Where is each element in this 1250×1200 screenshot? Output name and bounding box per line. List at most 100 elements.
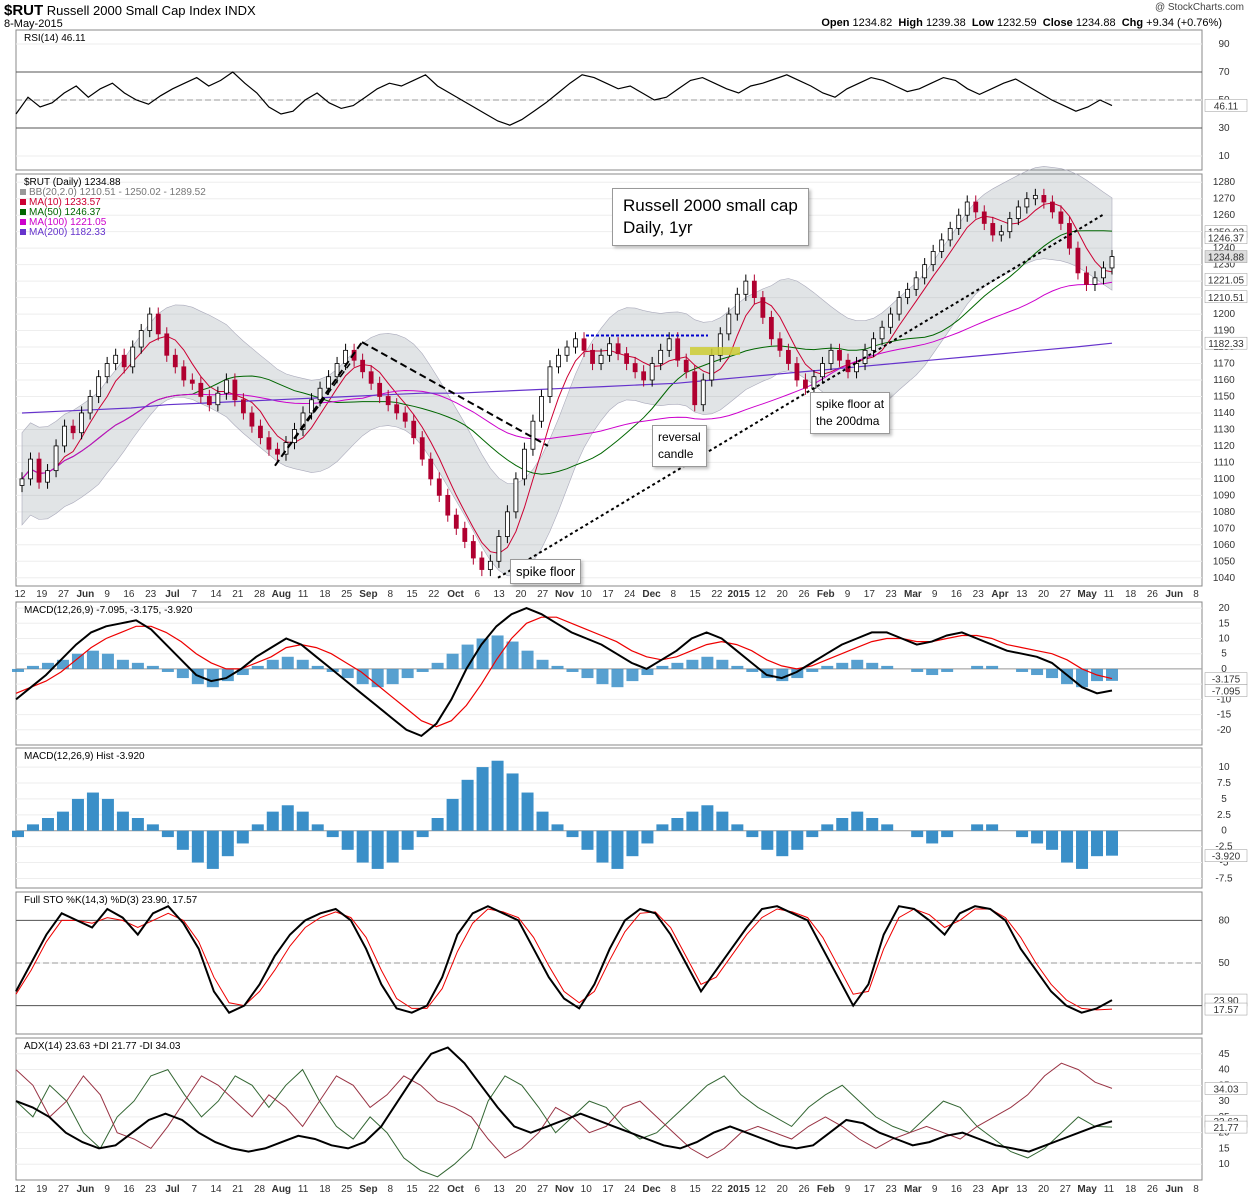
macd-hist-bar [821,665,834,669]
y-tick-label: 1280 [1213,177,1236,188]
candle-body [888,313,893,328]
panel-title: Full STO %K(14,3) %D(3) 23.90, 17.57 [24,895,198,906]
hist-bar [146,824,159,831]
y-tick-label: 5 [1221,649,1227,660]
x-tick-label-bottom: 7 [191,1184,197,1195]
candle-body [947,227,953,241]
hist-bar [746,830,759,838]
hist-bar [791,830,804,850]
y-tick-label: 10 [1218,762,1230,773]
y-tick-label: 1080 [1213,507,1236,518]
x-tick-label: 23 [145,589,157,600]
adx-line [15,1046,1113,1153]
hist-bar [536,811,549,831]
candle-body [649,363,655,381]
x-tick-label-bottom: 23 [145,1184,157,1195]
y-tick-label: 1100 [1213,474,1235,485]
macd-hist-bar [791,668,804,679]
x-tick-label-bottom: 16 [123,1184,135,1195]
y-tick-label: 1260 [1213,210,1236,221]
x-tick-label: 11 [1104,589,1115,600]
hist-bar [236,830,249,844]
candle-body [70,425,76,434]
hist-bar [701,805,714,831]
adx-plus-di [15,1068,1113,1178]
candle-body [700,379,706,406]
candle-body [428,458,434,480]
hist-bar [371,830,384,869]
x-tick-label: Mar [904,589,922,600]
adx-minus-di [15,1062,1113,1159]
hist-bar [416,830,429,838]
hist-bar [911,830,924,838]
y-tick-label: 1200 [1213,309,1236,320]
candle-body [96,376,102,397]
y-tick-label: 1120 [1213,441,1235,452]
x-tick-label: 22 [428,589,440,600]
hist-bar [851,811,864,831]
candle-body [939,239,945,252]
hist-bar [491,760,504,831]
hist-bar [671,818,684,831]
uptrend-line [497,212,1106,579]
y-tick-label: 1170 [1213,359,1235,370]
adx-minus-label: 34.03 [1213,1084,1238,1095]
sto-d-label-box [1204,1002,1248,1016]
x-tick-label: 25 [341,589,353,600]
y-tick-label: 80 [1218,915,1230,926]
hist-bar [356,830,369,863]
candle-body [913,277,919,290]
x-tick-label: 17 [602,589,614,600]
y-tick-label: 90 [1218,39,1230,50]
y-tick-label: -15 [1217,710,1232,721]
candle-body [930,251,936,266]
x-tick-label: Jun [76,589,94,600]
downtrend-line [361,341,549,447]
candle-body [504,511,510,537]
hist-bar [1031,830,1044,844]
macd-hist-bar [71,653,84,669]
candle-body [964,201,970,216]
macd-hist-bar [206,668,219,688]
ma200-line [21,342,1113,414]
x-tick-label: 10 [581,589,593,600]
candle-body [402,412,408,422]
candle-body [385,396,391,406]
candle-body [104,363,110,378]
ohlc-summary: Open 1234.82 High 1239.38 Low 1232.59 Cl… [821,17,1222,29]
macd-hist-bar [311,665,324,669]
hist-bar [101,798,114,831]
x-tick-label-bottom: Jun [76,1184,94,1195]
x-tick-label: Jun [1165,589,1183,600]
x-tick-label-bottom: Jun [1165,1184,1183,1195]
y-tick-label: 10 [1218,634,1230,645]
hist-bar [446,798,459,831]
y-tick-label: 2.5 [1217,810,1231,821]
macd-hist-bar [641,668,654,676]
candle-body [820,363,825,378]
macd-hist-bar [1106,668,1118,681]
x-tick-label-bottom: 8 [1193,1184,1199,1195]
candle-body [198,382,204,397]
candle-body [786,349,791,364]
y-tick-label: 1050 [1213,556,1236,567]
x-tick-label-bottom: May [1077,1184,1097,1195]
candle-body [624,353,630,364]
candle-body [215,392,221,406]
stockcharts-credit: @ StockCharts.com [1154,2,1244,13]
macd-hist-bar [776,668,789,682]
x-tick-label: 20 [1038,589,1050,600]
candle-body [232,379,238,401]
y-tick-label: 7.5 [1217,778,1231,789]
legend-swatch [20,199,26,205]
macd-hist-bar [716,659,729,669]
candle-body [147,313,153,331]
price-right-label: 1221.05 [1208,275,1245,286]
x-tick-label-bottom: Nov [555,1184,574,1195]
macd-hist-bar [656,665,669,669]
x-tick-label: 27 [1060,589,1072,600]
candle-body [1101,267,1106,279]
x-tick-label: 13 [1016,589,1028,600]
exchange: INDX [224,3,256,18]
x-tick-label: 13 [494,589,506,600]
